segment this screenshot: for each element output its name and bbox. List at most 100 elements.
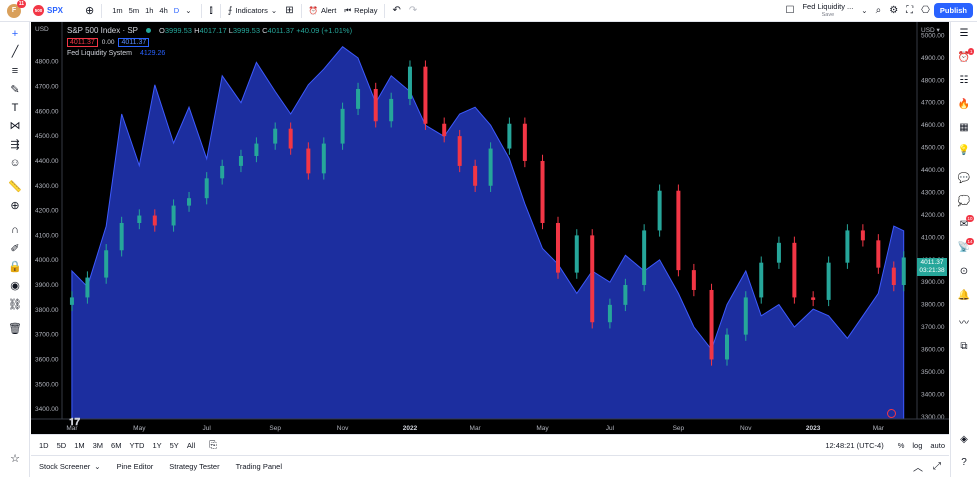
buy-price-box[interactable]: 4011.37 bbox=[118, 38, 150, 47]
layouts-grid-icon[interactable]: ⊞ bbox=[285, 5, 294, 16]
trash-icon[interactable]: 🗑 bbox=[8, 323, 22, 335]
play-icon[interactable]: ⊙ bbox=[959, 266, 969, 277]
chevron-down-icon: ⌄ bbox=[270, 6, 278, 15]
clock-time[interactable]: 12:48:21 (UTC-4) bbox=[825, 440, 884, 450]
redo-icon[interactable]: ↷ bbox=[408, 5, 418, 16]
chevron-up-icon[interactable]: ︿ bbox=[913, 463, 923, 474]
open-label: O bbox=[159, 26, 165, 35]
broadcast-icon[interactable]: 📡 14 bbox=[957, 238, 974, 253]
tab-stock-screener[interactable]: Stock Screener ⌄ bbox=[31, 462, 109, 471]
open-value: 3999.53 bbox=[164, 26, 192, 35]
auto-toggle[interactable]: auto bbox=[930, 440, 945, 450]
layers-icon[interactable]: ◈ bbox=[960, 434, 968, 445]
tab-trading-panel[interactable]: Trading Panel bbox=[235, 462, 282, 471]
order-panel-icon[interactable]: ⧉ bbox=[960, 341, 968, 352]
chevron-down-icon[interactable]: ⌄ bbox=[185, 6, 192, 15]
user-avatar[interactable]: F 11 bbox=[7, 0, 26, 18]
brush-icon[interactable]: ✎ bbox=[10, 84, 20, 96]
goto-date-icon[interactable]: ⎘ bbox=[209, 439, 218, 451]
range-6m[interactable]: 6M bbox=[111, 440, 122, 450]
pattern-icon[interactable]: ⋈ bbox=[9, 120, 21, 132]
replay-button[interactable]: ⏮ Replay bbox=[340, 0, 381, 22]
gear-icon[interactable]: ⚙ bbox=[889, 5, 899, 16]
layout-name-dropdown[interactable]: Fed Liquidity ... Save bbox=[798, 0, 857, 22]
range-1m[interactable]: 1M bbox=[74, 440, 85, 450]
symbol-search[interactable]: 500 SPX bbox=[29, 0, 67, 22]
link-icon[interactable]: ⛓ bbox=[8, 299, 22, 311]
time-axis-tick: Nov bbox=[740, 425, 752, 432]
left-axis-tick: 3800.00 bbox=[35, 307, 59, 314]
range-ytd[interactable]: YTD bbox=[129, 440, 145, 450]
candle-body bbox=[85, 277, 90, 298]
fullscreen-icon[interactable]: ⛶ bbox=[906, 5, 914, 16]
tab-label: Stock Screener bbox=[39, 462, 91, 471]
search-icon[interactable]: ⌕ bbox=[875, 5, 882, 16]
separator bbox=[201, 3, 203, 18]
pulse-icon[interactable]: 〰 bbox=[959, 318, 969, 329]
replay-marker-icon[interactable] bbox=[887, 409, 896, 418]
percent-toggle[interactable]: % bbox=[897, 440, 905, 450]
candle-body bbox=[876, 240, 881, 268]
calendar-icon[interactable]: ▦ bbox=[959, 122, 969, 133]
sell-price-box[interactable]: 4011.37 bbox=[67, 38, 98, 47]
interval-4h[interactable]: 4h bbox=[159, 6, 168, 15]
interval-1m[interactable]: 1m bbox=[112, 6, 123, 15]
candle-body bbox=[306, 148, 311, 174]
compare-add-icon[interactable]: ⊕ bbox=[85, 5, 95, 17]
range-1y[interactable]: 1Y bbox=[152, 440, 162, 450]
text-icon[interactable]: T bbox=[11, 102, 19, 114]
trendline-icon[interactable]: ╱ bbox=[11, 46, 19, 58]
log-toggle[interactable]: log bbox=[912, 440, 923, 450]
messages-icon[interactable]: ✉ 10 bbox=[959, 215, 974, 230]
candle-body bbox=[642, 230, 647, 286]
candle-type-icon[interactable]: ⫾ bbox=[209, 5, 213, 16]
range-1d[interactable]: 1D bbox=[39, 440, 49, 450]
alerts-icon[interactable]: ⏰ 1 bbox=[957, 48, 974, 63]
eye-icon[interactable]: ◉ bbox=[10, 280, 20, 292]
hotlist-icon[interactable]: 🔥 bbox=[957, 99, 971, 110]
ideas-icon[interactable]: 💡 bbox=[957, 145, 971, 156]
alert-button[interactable]: ⏰ Alert bbox=[305, 0, 341, 22]
interval-5m[interactable]: 5m bbox=[128, 6, 140, 15]
tab-strategy-tester[interactable]: Strategy Tester bbox=[169, 462, 220, 471]
watchlist-icon[interactable]: ☰ bbox=[959, 28, 969, 39]
interval-d[interactable]: D bbox=[173, 6, 180, 15]
range-5d[interactable]: 5D bbox=[56, 440, 67, 450]
undo-icon[interactable]: ↶ bbox=[392, 5, 401, 16]
emoji-icon[interactable]: ☺ bbox=[9, 157, 21, 169]
interval-1h[interactable]: 1h bbox=[145, 6, 154, 15]
streams-icon[interactable]: 💭 bbox=[957, 196, 971, 207]
zoom-in-icon[interactable]: ⊕ bbox=[10, 200, 20, 212]
range-all[interactable]: All bbox=[186, 440, 196, 450]
magnet-icon[interactable]: ∩ bbox=[11, 224, 19, 236]
checkbox-icon[interactable]: ☐ bbox=[785, 5, 795, 16]
chat-icon[interactable]: 💬 bbox=[957, 173, 971, 184]
separator bbox=[101, 3, 103, 18]
tab-pine-editor[interactable]: Pine Editor bbox=[116, 462, 154, 471]
notifications-icon[interactable]: 🔔 bbox=[957, 290, 971, 301]
chart-area[interactable]: 3400.00 3500.00 3600.00 3700.00 3800.00 3900.… bbox=[31, 22, 949, 434]
indicator-legend[interactable]: Fed Liquidity System 4129.26 bbox=[67, 50, 352, 57]
chevron-down-icon[interactable]: ⌄ bbox=[861, 6, 868, 15]
candle-body bbox=[288, 128, 293, 149]
candle-body bbox=[811, 297, 816, 300]
candles bbox=[69, 60, 906, 366]
star-icon[interactable]: ☆ bbox=[10, 453, 20, 465]
ruler-icon[interactable]: 📏 bbox=[8, 181, 22, 193]
publish-button[interactable]: Publish bbox=[933, 3, 973, 18]
lock-icon[interactable]: 🔒 bbox=[8, 261, 22, 273]
camera-icon[interactable]: ⎔ bbox=[921, 5, 930, 16]
indicators-button[interactable]: ⨍ Indicators ⌄ bbox=[224, 0, 282, 22]
stay-drawing-icon[interactable]: ✐ bbox=[10, 243, 20, 255]
right-axis-tick: 4900.00 bbox=[921, 55, 945, 62]
prediction-icon[interactable]: ⇶ bbox=[10, 139, 20, 151]
crosshair-icon[interactable]: + bbox=[11, 28, 19, 40]
right-axis-currency[interactable]: USD ▾ bbox=[921, 27, 940, 34]
data-window-icon[interactable]: ☷ bbox=[959, 75, 969, 86]
range-5y[interactable]: 5Y bbox=[169, 440, 179, 450]
range-3m[interactable]: 3M bbox=[92, 440, 104, 450]
fib-retracement-icon[interactable]: ≡ bbox=[11, 65, 19, 77]
maximize-icon[interactable]: ⤢ bbox=[933, 461, 941, 472]
time-axis-tick: Mar bbox=[873, 425, 885, 432]
help-icon[interactable]: ? bbox=[961, 457, 967, 468]
